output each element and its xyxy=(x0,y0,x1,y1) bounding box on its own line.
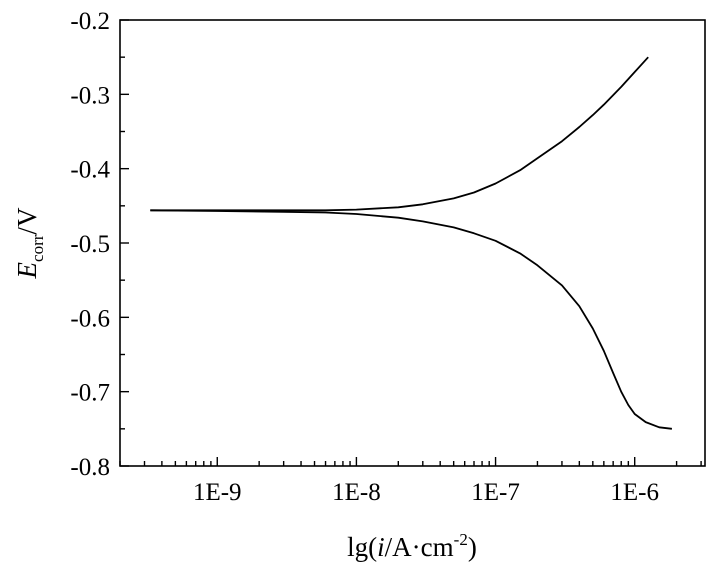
anodic-branch-line xyxy=(150,56,649,212)
series-layer xyxy=(150,56,673,430)
y-tick-label: -0.2 xyxy=(70,8,110,35)
y-tick-label: -0.8 xyxy=(70,454,110,481)
y-tick-label: -0.7 xyxy=(70,380,110,407)
y-axis-title-post: /V xyxy=(12,207,42,235)
x-axis-title-sup: -2 xyxy=(454,530,468,549)
x-axis-title-mid: /A·cm xyxy=(385,532,454,562)
y-axis-title-sub: corr xyxy=(28,234,47,262)
x-axis-title-var: i xyxy=(377,532,385,562)
x-axis-title-pre: lg( xyxy=(347,532,377,562)
ticks xyxy=(119,19,702,467)
x-tick-label: 1E-7 xyxy=(471,479,520,506)
y-axis-title: Ecorr/V xyxy=(12,207,47,279)
x-axis-title: lg(i/A·cm-2) xyxy=(347,530,477,562)
x-tick-label: 1E-6 xyxy=(610,479,659,506)
y-tick-label: -0.4 xyxy=(70,157,110,184)
x-tick-label: 1E-8 xyxy=(332,479,381,506)
y-tick-label: -0.5 xyxy=(70,231,110,258)
y-tick-label: -0.6 xyxy=(70,305,110,332)
x-axis-title-post: ) xyxy=(468,532,477,562)
plot-frame xyxy=(119,19,706,467)
y-tick-label: -0.3 xyxy=(70,82,110,109)
y-axis-title-var: E xyxy=(12,261,42,279)
x-tick-label: 1E-9 xyxy=(193,479,242,506)
tick-labels: 1E-9 1E-8 1E-7 1E-6 -0.8 -0.7 -0.6 -0.5 -0.4 -0.3… xyxy=(70,8,659,506)
cathodic-branch-line xyxy=(150,209,673,430)
